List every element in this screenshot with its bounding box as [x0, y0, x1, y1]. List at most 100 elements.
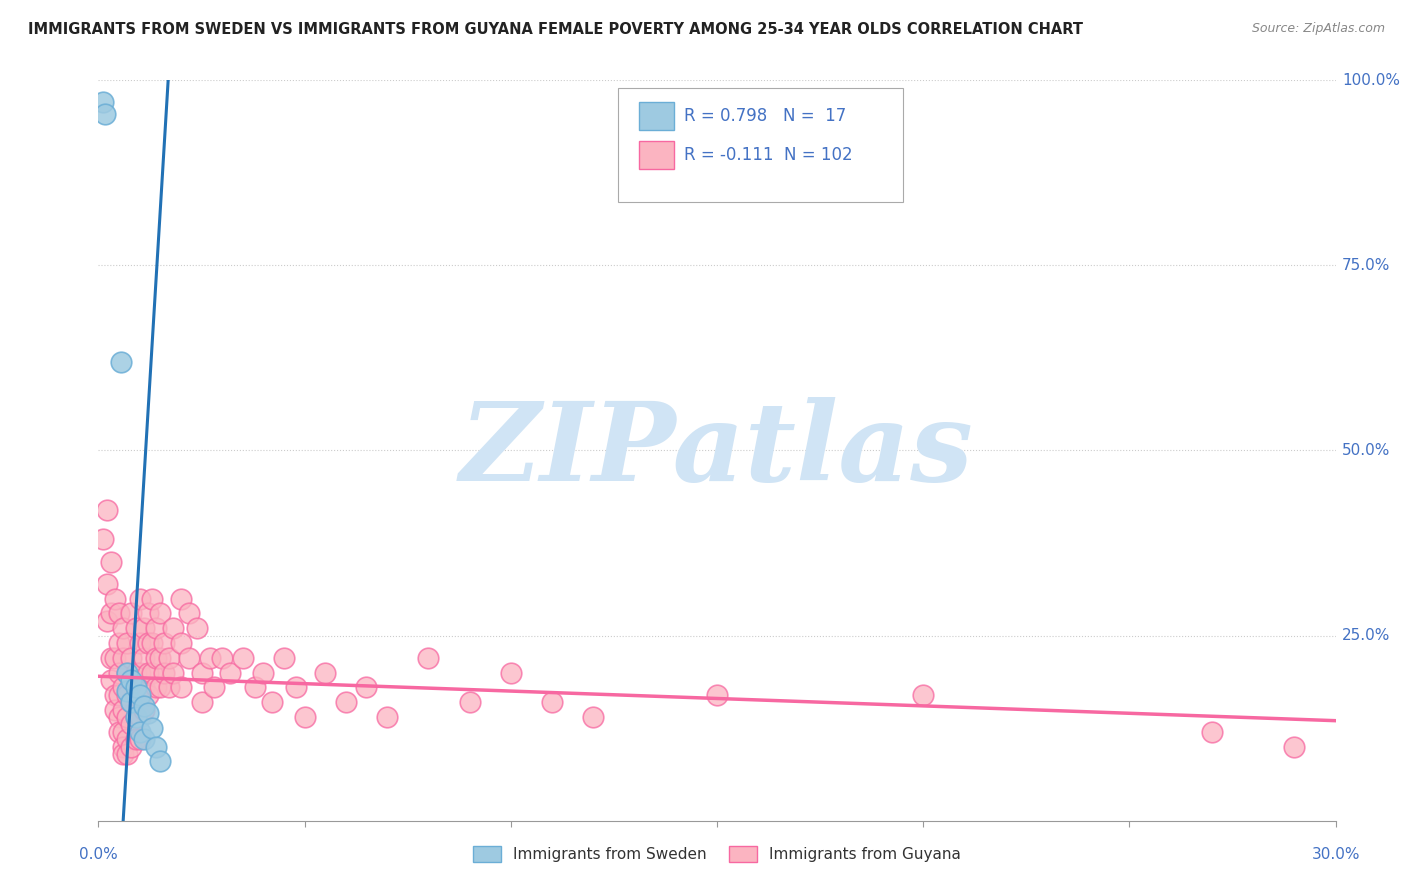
Point — [104, 703, 127, 717]
Point — [128, 688, 150, 702]
Point — [100, 673, 122, 687]
Point — [120, 650, 142, 665]
Point — [132, 698, 155, 713]
Point — [132, 621, 155, 635]
Point — [108, 688, 131, 702]
Point — [179, 650, 201, 665]
Point — [117, 665, 139, 680]
Point — [124, 710, 146, 724]
Point — [117, 732, 139, 747]
Point — [128, 688, 150, 702]
Point — [285, 681, 308, 695]
Point — [120, 695, 142, 709]
Point — [294, 710, 316, 724]
Point — [458, 695, 481, 709]
Point — [179, 607, 201, 621]
Point — [120, 673, 142, 687]
Point — [149, 650, 172, 665]
Point — [273, 650, 295, 665]
Text: 0.0%: 0.0% — [79, 847, 118, 862]
Point — [112, 703, 135, 717]
Point — [706, 688, 728, 702]
Point — [314, 665, 336, 680]
Point — [132, 703, 155, 717]
Point — [96, 502, 118, 516]
Point — [149, 607, 172, 621]
Point — [124, 710, 146, 724]
Point — [149, 755, 172, 769]
Point — [582, 710, 605, 724]
Point — [136, 636, 159, 650]
Point — [145, 681, 167, 695]
Point — [153, 665, 176, 680]
Point — [232, 650, 254, 665]
Point — [120, 717, 142, 731]
Point — [186, 621, 208, 635]
Point — [190, 665, 212, 680]
Point — [149, 681, 172, 695]
Point — [418, 650, 440, 665]
Point — [117, 688, 139, 702]
Point — [1284, 739, 1306, 754]
Point — [91, 533, 114, 547]
Point — [112, 650, 135, 665]
Bar — [640, 102, 673, 130]
Point — [117, 636, 139, 650]
Point — [110, 354, 132, 368]
Point — [141, 636, 163, 650]
Point — [112, 681, 135, 695]
Point — [112, 621, 135, 635]
Point — [219, 665, 242, 680]
Point — [124, 621, 146, 635]
Point — [132, 681, 155, 695]
Point — [1201, 724, 1223, 739]
Point — [190, 695, 212, 709]
Point — [124, 665, 146, 680]
Point — [170, 681, 193, 695]
Point — [124, 732, 146, 747]
Point — [202, 681, 225, 695]
Point — [128, 665, 150, 680]
Point — [252, 665, 274, 680]
Point — [141, 665, 163, 680]
Text: 75.0%: 75.0% — [1341, 258, 1391, 273]
Text: 50.0%: 50.0% — [1341, 443, 1391, 458]
Point — [260, 695, 283, 709]
Point — [132, 650, 155, 665]
Point — [120, 673, 142, 687]
Point — [100, 555, 122, 569]
Text: R = -0.111  N = 102: R = -0.111 N = 102 — [683, 146, 852, 164]
Point — [128, 591, 150, 606]
Point — [141, 591, 163, 606]
Point — [128, 710, 150, 724]
Point — [120, 607, 142, 621]
Point — [170, 636, 193, 650]
Point — [120, 695, 142, 709]
Point — [108, 636, 131, 650]
Point — [356, 681, 378, 695]
Point — [132, 732, 155, 747]
Point — [117, 747, 139, 761]
Point — [157, 681, 180, 695]
Point — [100, 607, 122, 621]
Point — [145, 621, 167, 635]
Point — [136, 607, 159, 621]
Point — [162, 621, 184, 635]
Point — [104, 688, 127, 702]
Point — [108, 607, 131, 621]
Point — [499, 665, 522, 680]
Point — [145, 739, 167, 754]
Point — [96, 614, 118, 628]
Point — [117, 684, 139, 698]
Point — [124, 681, 146, 695]
Point — [243, 681, 266, 695]
Text: ZIPatlas: ZIPatlas — [460, 397, 974, 504]
Point — [136, 688, 159, 702]
Text: Source: ZipAtlas.com: Source: ZipAtlas.com — [1251, 22, 1385, 36]
Point — [108, 665, 131, 680]
Legend: Immigrants from Sweden, Immigrants from Guyana: Immigrants from Sweden, Immigrants from … — [467, 840, 967, 869]
Text: R = 0.798   N =  17: R = 0.798 N = 17 — [683, 107, 846, 125]
Point — [211, 650, 233, 665]
Text: 25.0%: 25.0% — [1341, 628, 1391, 643]
Point — [112, 724, 135, 739]
